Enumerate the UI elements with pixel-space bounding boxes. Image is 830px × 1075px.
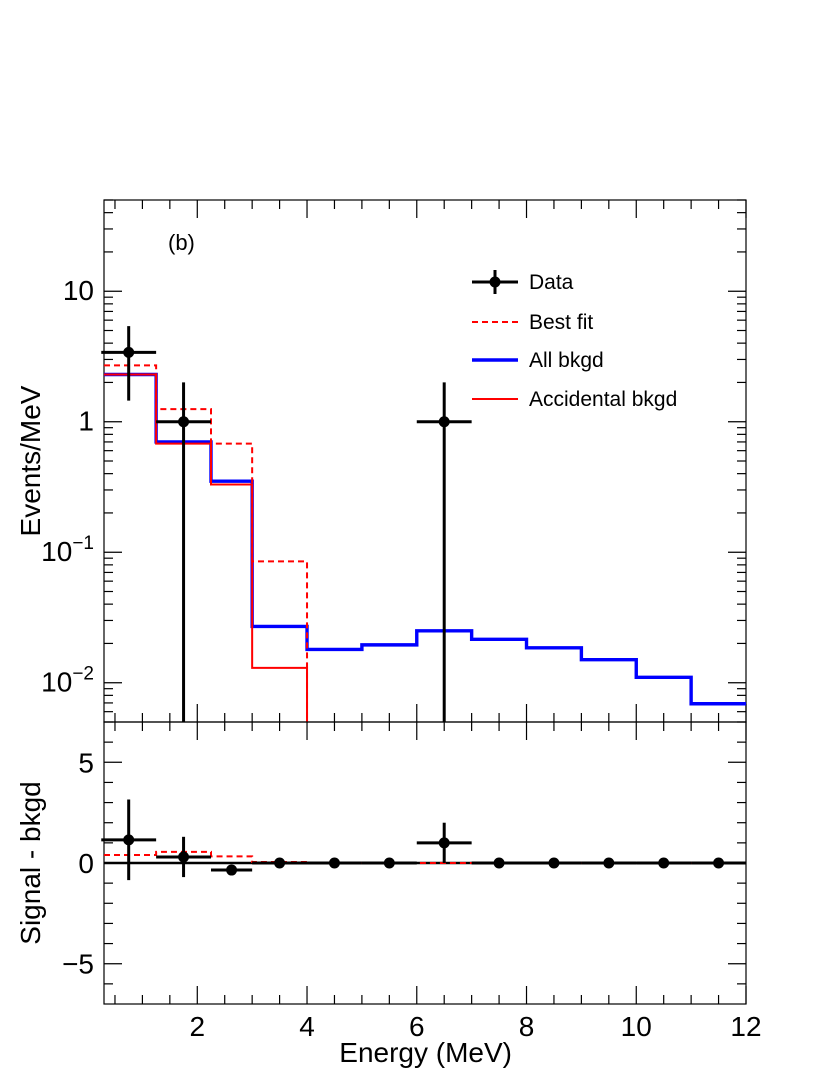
x-tick-label: 4 <box>299 1011 315 1042</box>
top-axes: 10−2 10−1 1 10 <box>41 199 747 723</box>
legend-marker-data <box>489 276 501 288</box>
x-axis-label: Energy (MeV) <box>339 1037 512 1068</box>
data-point <box>123 346 135 358</box>
bottom-y-axis-label: Signal - bkgd <box>15 781 46 944</box>
x-tick-label: 6 <box>409 1011 425 1042</box>
residual-point <box>438 837 450 849</box>
bottom-panel: −5 0 5 2 4 6 8 10 12 Signal - bkgd Energy (MeV) <box>15 721 762 1068</box>
series-best-fit <box>104 364 309 722</box>
x-tick-label: 8 <box>519 1011 535 1042</box>
residual-point <box>548 857 560 869</box>
residual-point <box>274 857 286 869</box>
residual-point <box>178 851 190 863</box>
top-y-tick-label: 10 <box>63 275 94 306</box>
x-tick-label: 2 <box>189 1011 205 1042</box>
residual-point <box>123 834 135 846</box>
top-data-points <box>101 326 472 722</box>
legend-label: Data <box>529 271 574 294</box>
top-plot-frame <box>103 199 747 723</box>
residual-point <box>383 857 395 869</box>
residual-point <box>493 857 505 869</box>
bottom-y-tick-label: −5 <box>62 949 94 980</box>
series-all-bkgd <box>104 372 746 706</box>
top-y-axis-label: Events/MeV <box>15 385 46 536</box>
top-series-group <box>104 364 746 722</box>
bottom-y-tick-label: 0 <box>78 848 94 879</box>
legend-label: Accidental bkgd <box>529 388 677 411</box>
top-panel: 10−2 10−1 1 10 (b) Events/MeV Data Best fit A… <box>15 199 747 723</box>
series-accidental-bkgd <box>104 373 309 722</box>
legend: Data Best fit All bkgd Accidental bkgd <box>472 270 677 411</box>
residual-point <box>603 857 615 869</box>
data-point <box>178 416 190 428</box>
bottom-y-tick-label: 5 <box>78 747 94 778</box>
residual-point <box>328 857 340 869</box>
residual-point <box>713 857 725 869</box>
bottom-axes: −5 0 5 2 4 6 8 10 12 <box>62 722 762 1042</box>
residual-point <box>226 864 238 876</box>
legend-label: All bkgd <box>529 349 604 372</box>
top-y-tick-label: 10−2 <box>41 664 94 698</box>
top-y-tick-label: 1 <box>78 406 94 437</box>
data-point <box>438 416 450 428</box>
bottom-best-fit-excess <box>104 850 746 864</box>
residual-point <box>658 857 670 869</box>
legend-label: Best fit <box>529 311 593 334</box>
x-tick-label: 10 <box>621 1011 652 1042</box>
x-tick-label: 12 <box>730 1011 761 1042</box>
top-y-tick-label: 10−1 <box>41 533 94 567</box>
panel-annotation: (b) <box>168 230 195 255</box>
bottom-data-points <box>101 799 746 881</box>
